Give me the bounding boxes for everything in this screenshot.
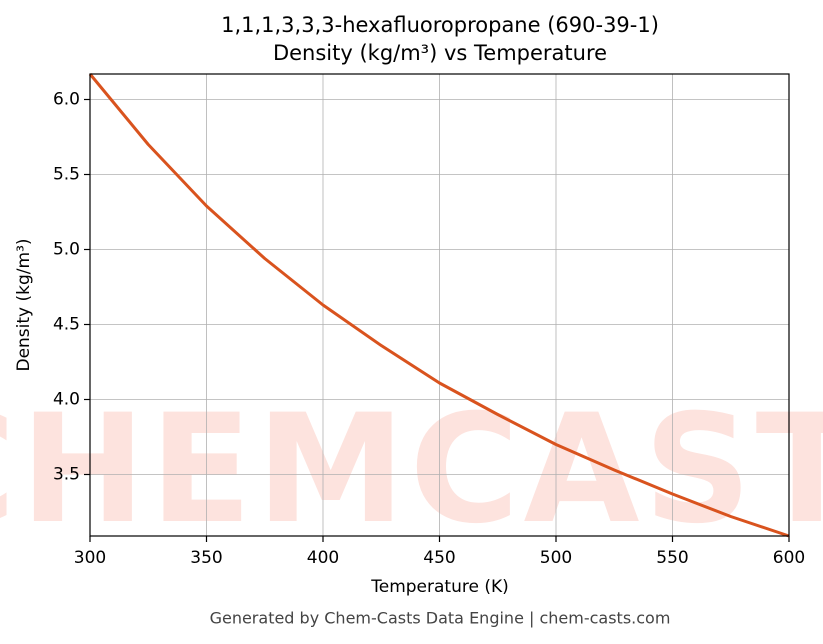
x-tick-label: 400	[307, 548, 339, 568]
chart-subtitle: Density (kg/m³) vs Temperature	[273, 41, 607, 65]
y-tick-label: 5.5	[53, 165, 80, 185]
watermark: CHEMCASTS	[0, 383, 823, 557]
y-tick-label: 3.5	[53, 465, 80, 485]
y-tick-label: 4.5	[53, 315, 80, 335]
y-axis-label: Density (kg/m³)	[14, 238, 34, 371]
x-tick-label: 350	[190, 548, 222, 568]
x-axis-label: Temperature (K)	[370, 577, 509, 597]
footer: Generated by Chem-Casts Data Engine | ch…	[210, 609, 671, 628]
x-tick-label: 500	[540, 548, 572, 568]
y-tick-label: 6.0	[53, 90, 80, 110]
x-tick-label: 600	[773, 548, 805, 568]
x-tick-label: 300	[74, 548, 106, 568]
x-tick-label: 550	[656, 548, 688, 568]
chart-title: 1,1,1,3,3,3-hexafluoropropane (690-39-1)	[221, 13, 659, 37]
data-line	[88, 73, 790, 538]
plot-frame	[89, 73, 790, 537]
y-tick-label: 5.0	[53, 240, 80, 260]
y-tick-label: 4.0	[53, 390, 80, 410]
x-tick-label: 450	[423, 548, 455, 568]
